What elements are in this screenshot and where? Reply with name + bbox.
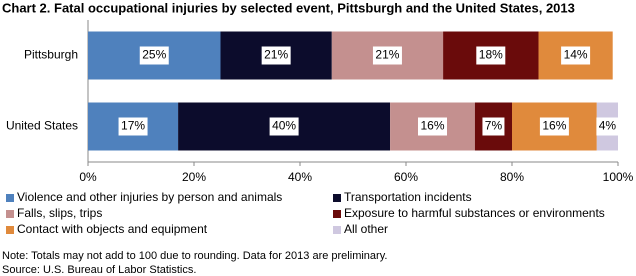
legend-label: Violence and other injuries by person an… xyxy=(17,190,282,204)
data-label: 25% xyxy=(142,48,166,62)
data-label-box xyxy=(476,46,506,65)
y-tick-label: Pittsburgh xyxy=(24,48,78,62)
data-label-box xyxy=(139,46,169,65)
data-label-box xyxy=(372,46,402,65)
data-label: 16% xyxy=(420,119,444,133)
legend-swatch xyxy=(333,194,341,202)
legend-label: Falls, slips, trips xyxy=(17,206,102,220)
data-label-box xyxy=(561,46,591,65)
y-tick-label: United States xyxy=(6,119,78,133)
data-label: 14% xyxy=(564,48,588,62)
data-label: 21% xyxy=(264,48,288,62)
data-label: 4% xyxy=(599,119,617,133)
data-label-box xyxy=(539,117,569,136)
x-tick-label: 0% xyxy=(79,170,97,184)
data-label-box xyxy=(596,117,619,136)
legend-swatch xyxy=(6,226,14,234)
data-label-box xyxy=(118,117,148,136)
data-label: 40% xyxy=(272,119,296,133)
x-tick-label: 40% xyxy=(288,170,312,184)
legend-label: Contact with objects and equipment xyxy=(17,222,208,236)
legend-swatch xyxy=(6,194,14,202)
x-tick-label: 20% xyxy=(182,170,206,184)
x-tick-label: 80% xyxy=(500,170,524,184)
data-label: 17% xyxy=(121,119,145,133)
legend-label: Exposure to harmful substances or enviro… xyxy=(344,206,605,220)
x-tick-label: 100% xyxy=(603,170,634,184)
legend-swatch xyxy=(333,226,341,234)
data-label-box xyxy=(418,117,447,136)
source: Source: U.S. Bureau of Labor Statistics. xyxy=(2,264,196,276)
note: Note: Totals may not add to 100 due to r… xyxy=(2,250,387,262)
chart-title: Chart 2. Fatal occupational injuries by … xyxy=(2,0,575,15)
data-label: 16% xyxy=(542,119,566,133)
data-label-box xyxy=(482,117,505,136)
legend-label: All other xyxy=(344,222,388,236)
data-label-box xyxy=(269,117,299,136)
legend-swatch xyxy=(333,210,341,218)
data-label: 18% xyxy=(479,48,503,62)
legend-label: Transportation incidents xyxy=(344,190,472,204)
legend-swatch xyxy=(6,210,14,218)
data-label: 7% xyxy=(485,119,503,133)
x-tick-label: 60% xyxy=(394,170,418,184)
data-label: 21% xyxy=(375,48,399,62)
data-label-box xyxy=(261,46,291,65)
